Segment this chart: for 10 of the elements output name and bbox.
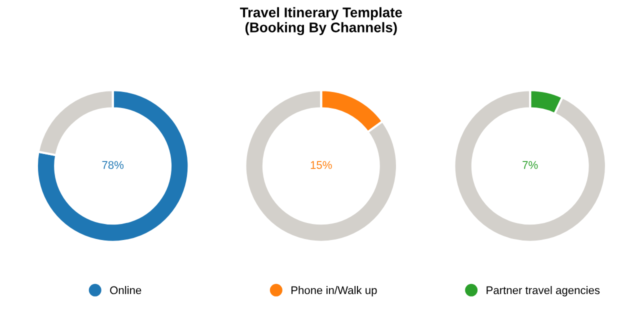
legend-label: Partner travel agencies bbox=[486, 286, 600, 296]
donut-slice bbox=[453, 89, 608, 243]
donut-slice bbox=[244, 89, 398, 243]
legend-label: Phone in/Walk up bbox=[291, 286, 377, 296]
donut-slice bbox=[36, 89, 190, 243]
data-label: 7% bbox=[522, 161, 538, 169]
legend-label: Online bbox=[110, 286, 142, 294]
data-label: 78% bbox=[102, 161, 124, 169]
data-label: 15% bbox=[310, 161, 332, 169]
chart-title: Travel Itinerary Template (Booking By Channels) bbox=[240, 7, 402, 36]
